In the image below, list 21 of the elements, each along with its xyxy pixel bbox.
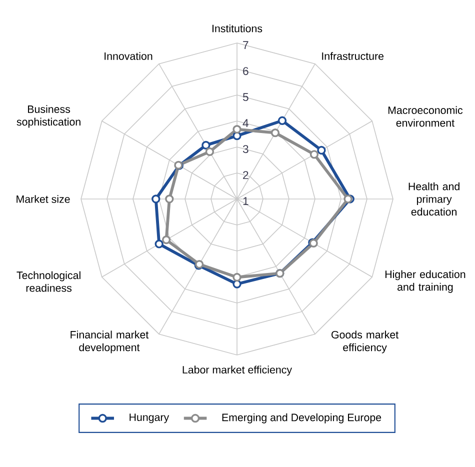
y-tick-label: 4 bbox=[242, 119, 248, 127]
spoke-label: Innovation bbox=[104, 52, 152, 60]
spoke-label: Higher education and training bbox=[385, 270, 466, 293]
y-tick-label: 1 bbox=[243, 197, 248, 205]
spoke-label: Macroeconomic environment bbox=[388, 106, 463, 127]
y-tick-label: 5 bbox=[242, 93, 248, 102]
spoke-label: Market size bbox=[16, 195, 70, 203]
spoke-label: Infrastructure bbox=[322, 52, 384, 60]
y-tick-label: 3 bbox=[242, 145, 248, 154]
spoke-label: Institutions bbox=[212, 24, 262, 32]
spoke-label: Health and primary education bbox=[408, 182, 460, 216]
spoke-label: Goods market efficiency bbox=[332, 330, 398, 354]
spoke-label: Technological readiness bbox=[16, 271, 80, 292]
legend-label: Emerging and Developing Europe bbox=[222, 413, 382, 424]
y-tick-label: 2 bbox=[243, 171, 248, 180]
y-tick-label: 6 bbox=[243, 67, 248, 76]
y-tick-label: 7 bbox=[243, 41, 248, 49]
spoke-label: Labor market efficiency bbox=[182, 366, 292, 376]
spoke-label: Business sophistication bbox=[16, 105, 80, 128]
legend-label: Hungary bbox=[130, 414, 170, 424]
spoke-label: Financial market development bbox=[70, 330, 149, 354]
